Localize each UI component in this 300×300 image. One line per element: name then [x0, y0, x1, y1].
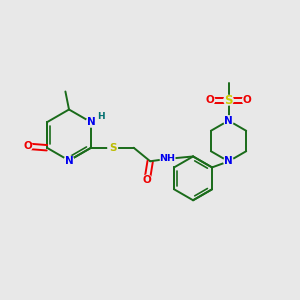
Circle shape	[224, 95, 233, 105]
Text: N: N	[87, 117, 95, 127]
Circle shape	[160, 152, 175, 166]
Text: S: S	[224, 94, 233, 107]
Circle shape	[86, 117, 96, 127]
Circle shape	[142, 175, 152, 184]
Circle shape	[64, 156, 74, 165]
Circle shape	[22, 141, 32, 151]
Circle shape	[224, 157, 233, 166]
Circle shape	[205, 95, 215, 105]
Circle shape	[108, 143, 118, 152]
Text: NH: NH	[160, 154, 176, 163]
Text: O: O	[143, 175, 152, 185]
Text: H: H	[97, 112, 104, 122]
Text: S: S	[109, 143, 116, 153]
Text: N: N	[224, 116, 233, 126]
Text: N: N	[224, 156, 233, 167]
Circle shape	[224, 116, 233, 125]
Text: O: O	[243, 95, 251, 105]
Text: N: N	[64, 155, 74, 166]
Circle shape	[242, 95, 252, 105]
Text: O: O	[206, 95, 214, 105]
Text: O: O	[23, 141, 32, 151]
